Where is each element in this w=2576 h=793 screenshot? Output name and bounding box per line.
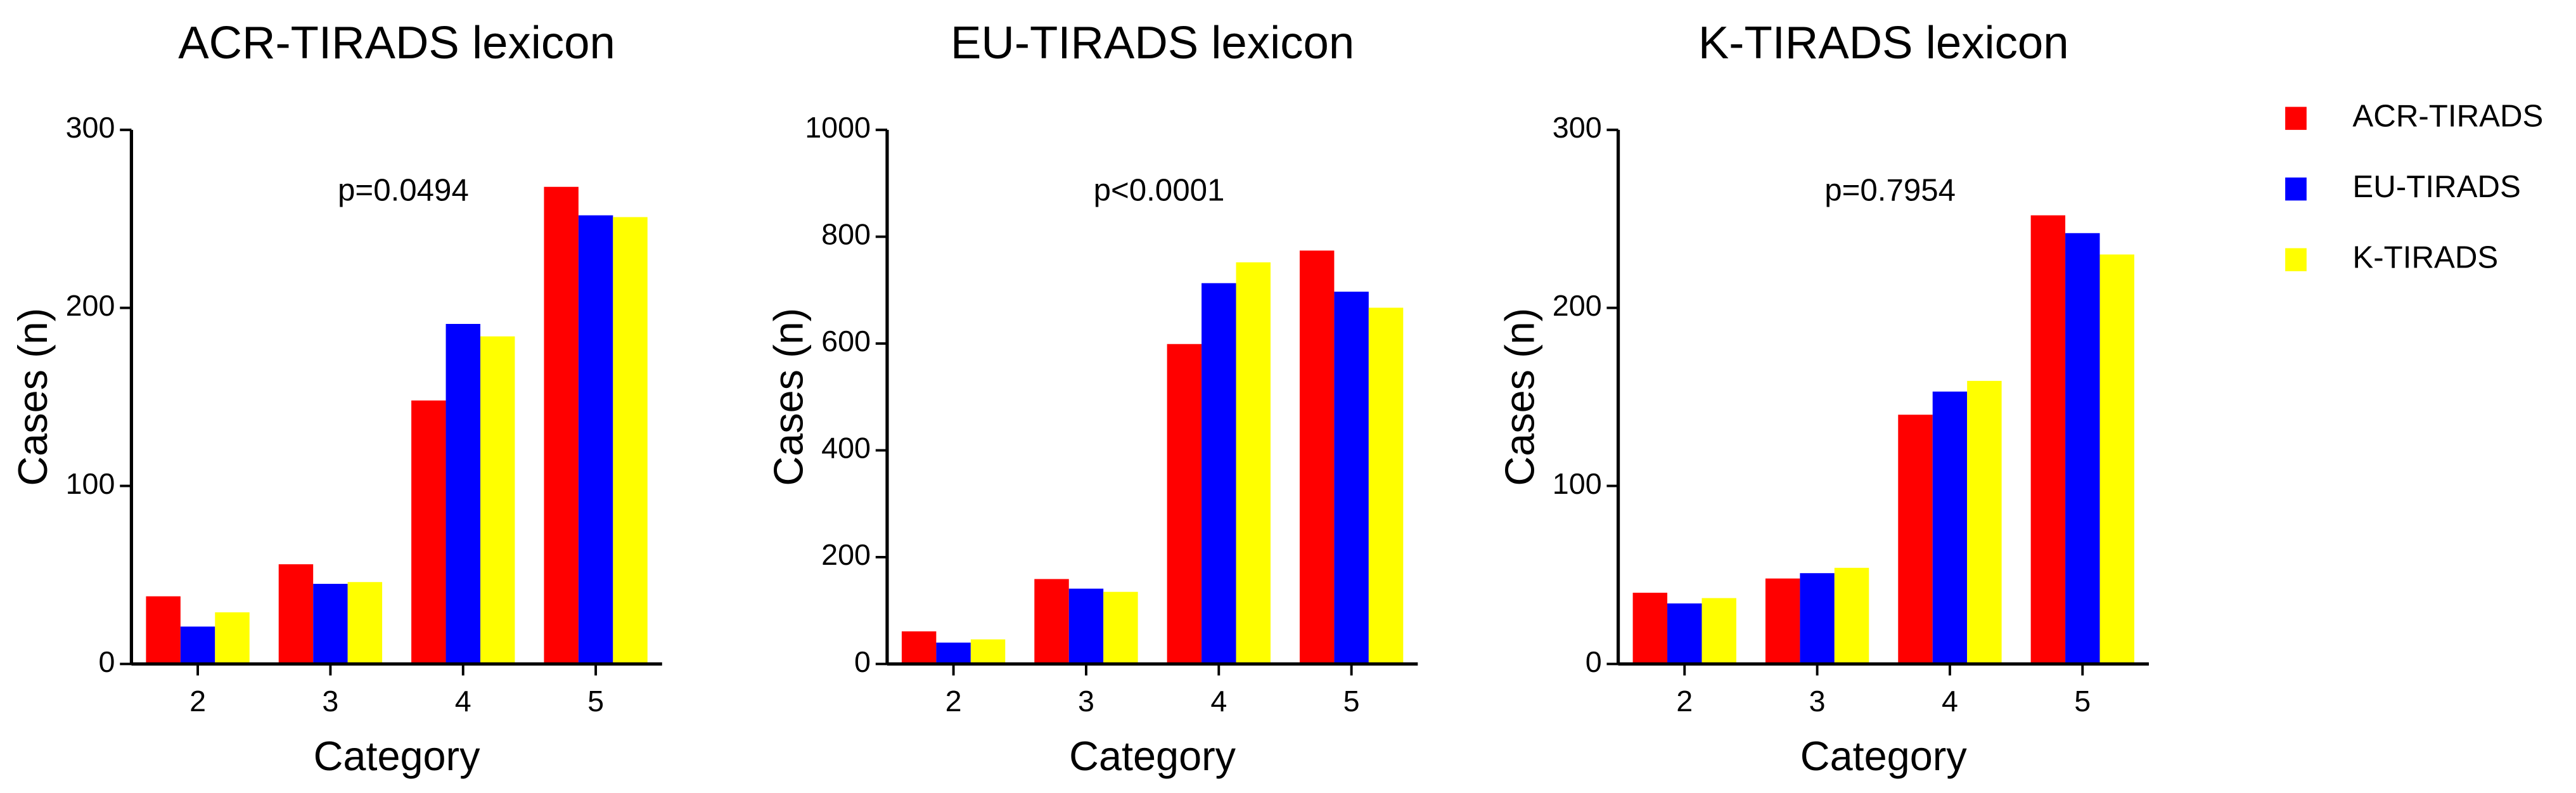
bar [1898, 415, 1933, 664]
bar [1103, 591, 1138, 664]
bar [1368, 307, 1404, 664]
bar [1299, 250, 1335, 664]
bar [1800, 573, 1835, 664]
chart-title: ACR-TIRADS lexicon [178, 17, 615, 68]
bar [1932, 391, 1968, 664]
y-tick-label: 600 [821, 325, 871, 358]
annotation: p=0.0494 [338, 172, 469, 207]
bar [2065, 233, 2100, 664]
x-tick-label: 4 [1942, 685, 1958, 718]
y-tick-label: 200 [821, 538, 871, 571]
bar [936, 642, 971, 664]
x-tick-label: 4 [455, 685, 471, 718]
legend-label: K-TIRADS [2352, 240, 2498, 275]
bar [278, 564, 314, 664]
bar [2030, 215, 2066, 664]
x-tick-label: 2 [189, 685, 206, 718]
bar [901, 631, 937, 664]
y-tick-label: 200 [1553, 289, 1602, 322]
x-tick-label: 4 [1210, 685, 1227, 718]
y-tick-label: 300 [1553, 111, 1602, 144]
bar [544, 186, 579, 664]
bar [2099, 254, 2134, 664]
y-tick-label: 0 [1586, 645, 1602, 678]
y-tick-label: 100 [66, 467, 115, 500]
bar [1034, 579, 1069, 664]
bar [1632, 593, 1668, 664]
y-tick-label: 300 [66, 111, 115, 144]
x-tick-label: 5 [2074, 685, 2091, 718]
annotation: p=0.7954 [1824, 172, 1956, 207]
bar [1167, 344, 1202, 664]
y-tick-label: 0 [99, 645, 115, 678]
bar [1201, 283, 1236, 664]
y-tick-label: 400 [821, 432, 871, 465]
legend-swatch [2285, 106, 2307, 130]
legend-swatch [2285, 177, 2307, 201]
bar [1667, 603, 1702, 664]
bar [1834, 567, 1869, 664]
y-axis-label: Cases (n) [766, 308, 812, 486]
bar [1236, 262, 1271, 664]
x-tick-label: 3 [322, 685, 338, 718]
x-axis-label: Category [1069, 733, 1236, 779]
annotation: p<0.0001 [1094, 172, 1225, 207]
x-axis-label: Category [1800, 733, 1968, 779]
bar [1967, 380, 2002, 664]
y-tick-label: 100 [1553, 467, 1602, 500]
bar [1765, 578, 1800, 664]
y-tick-label: 1000 [805, 111, 871, 144]
chart-title: K-TIRADS lexicon [1698, 17, 2069, 68]
x-tick-label: 3 [1078, 685, 1094, 718]
y-tick-label: 200 [66, 289, 115, 322]
bar [313, 584, 348, 664]
x-tick-label: 2 [1676, 685, 1693, 718]
y-tick-label: 0 [854, 645, 871, 678]
x-tick-label: 5 [1343, 685, 1360, 718]
bar [146, 596, 181, 664]
legend-swatch [2285, 248, 2307, 271]
bar [1701, 598, 1736, 664]
x-axis-label: Category [314, 733, 481, 779]
bar [480, 336, 515, 664]
bar [1068, 588, 1104, 664]
x-tick-label: 3 [1809, 685, 1826, 718]
bar [411, 400, 446, 664]
y-axis-label: Cases (n) [1496, 308, 1542, 486]
bar [180, 626, 215, 664]
bar [215, 612, 250, 664]
chart-title: EU-TIRADS lexicon [951, 17, 1354, 68]
legend-label: EU-TIRADS [2352, 169, 2520, 204]
bar [1334, 292, 1369, 664]
x-tick-label: 2 [945, 685, 962, 718]
bar [578, 215, 613, 664]
x-tick-label: 5 [587, 685, 604, 718]
y-axis-label: Cases (n) [10, 308, 56, 486]
bar [613, 217, 648, 664]
y-tick-label: 800 [821, 218, 871, 251]
bar [970, 639, 1006, 664]
legend-label: ACR-TIRADS [2352, 99, 2543, 134]
bar [445, 323, 480, 664]
bar [347, 582, 383, 664]
